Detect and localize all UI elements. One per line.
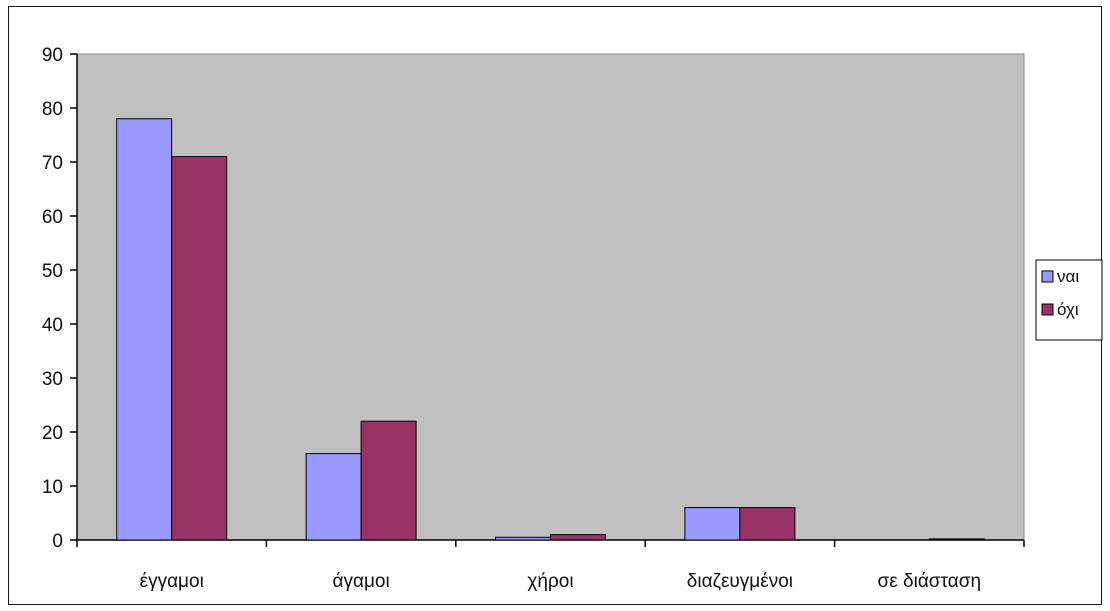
- bar-ναι-3: [684, 507, 741, 541]
- y-tick-label: 60: [42, 207, 63, 228]
- x-category-label: χήροι: [527, 571, 573, 592]
- chart-frame: 0 10 20 30 40 50 60 70 80 90 έγγαμοι άγαμοι χήροι δια…: [8, 6, 1103, 605]
- x-category-label: διαζευγμένοι: [687, 571, 793, 592]
- y-tick-label: 30: [42, 369, 63, 390]
- legend-label: όχι: [1057, 300, 1079, 319]
- bars: [116, 118, 985, 541]
- bar-όχι-2: [550, 534, 606, 541]
- x-category-label: έγγαμοι: [140, 571, 204, 592]
- legend: ναι όχι: [1035, 259, 1103, 341]
- y-tick-label: 70: [42, 153, 63, 174]
- y-tick-label: 40: [42, 315, 63, 336]
- x-category-label: σε διάσταση: [878, 571, 982, 592]
- y-tick-label: 10: [42, 477, 63, 498]
- y-tick-label: 0: [52, 531, 63, 552]
- plot-area: [76, 53, 1025, 541]
- bar-ναι-0: [116, 118, 173, 541]
- bar-ναι-2: [495, 536, 551, 541]
- y-tick-label: 20: [42, 423, 63, 444]
- bar-chart: 0 10 20 30 40 50 60 70 80 90 έγγαμοι άγαμοι χήροι δια…: [42, 45, 1103, 592]
- x-category-label: άγαμοι: [332, 571, 389, 592]
- bar-ναι-1: [305, 453, 362, 541]
- bar-όχι-3: [739, 507, 796, 541]
- tick-labels: 0 10 20 30 40 50 60 70 80 90 έγγαμοι άγαμοι χήροι δια…: [42, 45, 981, 592]
- legend-label: ναι: [1057, 267, 1079, 286]
- bar-όχι-0: [171, 156, 228, 541]
- legend-swatch: [1041, 303, 1054, 316]
- legend-swatch: [1041, 270, 1054, 283]
- bar-όχι-1: [360, 420, 417, 541]
- y-tick-label: 80: [42, 99, 63, 120]
- y-tick-label: 90: [42, 45, 63, 66]
- bar-όχι-4: [928, 538, 985, 541]
- y-tick-label: 50: [42, 261, 63, 282]
